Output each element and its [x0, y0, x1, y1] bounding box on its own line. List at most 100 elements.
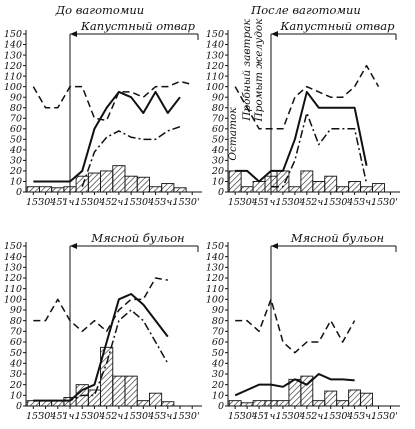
bar [173, 187, 187, 193]
y-tick-label: 40 [9, 145, 22, 156]
stimulus-label: Капустный отвар [280, 19, 396, 33]
x-tick-label: 45' [251, 411, 267, 422]
y-tick-label: 0 [16, 401, 22, 412]
bar [276, 170, 290, 193]
x-tick-label: 30' [38, 411, 53, 422]
bar [252, 400, 266, 407]
y-tick-label: 100 [4, 82, 22, 93]
arrow-icon [271, 31, 278, 37]
y-tick-label: 140 [4, 252, 22, 263]
y-tick-label: 10 [10, 177, 22, 188]
bar [324, 175, 338, 193]
x-tick-label: 3ч. [160, 411, 175, 422]
y-tick-label: 150 [4, 241, 22, 252]
x-tick-label: 15' [276, 411, 291, 422]
y-tick-label: 110 [4, 71, 22, 82]
bar [63, 186, 77, 193]
bar [124, 175, 138, 193]
y-tick-label: 80 [212, 316, 224, 327]
y-tick-label: 40 [9, 359, 22, 370]
x-tick-label: 45' [98, 197, 114, 208]
series-line-solid [235, 90, 368, 183]
x-tick-label: 45' [346, 197, 362, 208]
y-tick-label: 70 [212, 327, 224, 338]
y-tick-label: 50 [10, 135, 22, 146]
panel-title: После ваготомии [250, 3, 361, 17]
y-tick-label: 130 [4, 263, 22, 274]
chart-panel-after-cabbage: После ваготомии 010203040506070809010011… [206, 3, 400, 208]
x-tick-label: 45' [251, 197, 267, 208]
panel-title: До ваготомии [55, 3, 144, 17]
bar [336, 186, 350, 193]
bar [87, 389, 102, 407]
stimulus-label: Мясной бульон [90, 231, 184, 245]
bar [148, 392, 163, 407]
x-tick-label: 15' [371, 197, 386, 208]
x-tick-label: 30' [335, 411, 350, 422]
bar [161, 401, 175, 407]
bar [288, 378, 302, 407]
x-tick-label: 15' [124, 197, 139, 208]
bar [148, 186, 163, 193]
bar [75, 175, 89, 193]
y-tick-label: 150 [206, 29, 224, 40]
y-tick-label: 40 [211, 145, 224, 156]
x-tick-label: 15' [228, 197, 243, 208]
bar [136, 400, 150, 407]
series-line-solid [33, 90, 181, 183]
y-tick-label: 10 [212, 177, 224, 188]
bar [228, 400, 242, 407]
x-tick-label: 2ч. [310, 197, 326, 208]
y-tick-label: 140 [206, 252, 224, 263]
y-tick-label: 120 [206, 273, 224, 284]
series-line-dashed [234, 64, 380, 130]
x-tick-label: 15' [371, 411, 386, 422]
bar [100, 170, 114, 193]
bar [276, 400, 290, 407]
x-tick-label: 15' [323, 411, 338, 422]
stimulus-label: Капустный отвар [80, 19, 196, 33]
y-tick-label: 80 [10, 103, 22, 114]
y-tick-label: 50 [212, 348, 224, 359]
y-tick-label: 110 [206, 71, 224, 82]
y-tick-label: 50 [212, 135, 224, 146]
x-tick-label: 1ч. [264, 411, 279, 422]
side-label: Пробный завтрак [241, 19, 253, 122]
y-tick-label: 90 [10, 305, 22, 316]
series-line-dashed [33, 277, 168, 333]
x-tick-label: 30' [335, 197, 350, 208]
x-tick-label: 30' [240, 411, 255, 422]
bar [161, 183, 175, 193]
x-tick-label: 45' [49, 197, 65, 208]
x-tick-label: 2ч. [110, 197, 126, 208]
y-tick-label: 90 [212, 92, 224, 103]
x-tick-label: 45' [298, 411, 314, 422]
y-tick-label: 120 [4, 61, 22, 72]
y-tick-label: 30 [10, 369, 22, 380]
y-tick-label: 50 [10, 348, 22, 359]
x-tick-label: 45' [346, 411, 362, 422]
x-tick-label: 45' [147, 197, 163, 208]
y-tick-label: 60 [10, 124, 22, 135]
x-tick-label: 15' [75, 411, 90, 422]
bar [264, 400, 278, 407]
x-tick-label: 1ч. [63, 411, 78, 422]
y-tick-label: 0 [218, 187, 224, 198]
bar [112, 165, 126, 193]
y-tick-label: 140 [4, 40, 22, 51]
bar [252, 181, 266, 193]
bar [136, 176, 150, 193]
x-tick-label: 30' [185, 197, 200, 208]
x-tick-label: 3ч. [160, 197, 175, 208]
x-tick-label: 30' [383, 197, 398, 208]
bar [87, 172, 102, 193]
x-tick-label: 30' [185, 411, 200, 422]
bar [324, 390, 338, 407]
x-tick-label: 3ч. [359, 197, 374, 208]
y-tick-label: 100 [4, 295, 22, 306]
y-tick-label: 10 [10, 391, 22, 402]
chart-panel-before-cabbage: До ваготомии 010203040506070809010011012… [4, 3, 202, 208]
y-tick-label: 70 [212, 113, 224, 124]
